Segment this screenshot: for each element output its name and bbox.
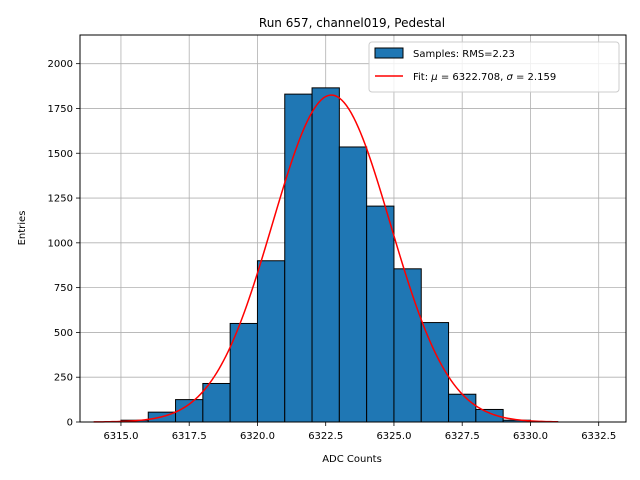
y-tick-label: 1000 bbox=[48, 238, 73, 249]
legend-fit-mu: = 6322.708, bbox=[438, 72, 507, 83]
histogram-bar bbox=[366, 205, 395, 423]
histogram-bar bbox=[311, 87, 340, 423]
y-tick-label: 0 bbox=[67, 418, 73, 429]
y-tick-label: 2000 bbox=[48, 59, 73, 70]
y-tick-label: 750 bbox=[54, 283, 73, 294]
histogram-bar bbox=[202, 382, 231, 423]
sigma-symbol: σ bbox=[506, 72, 513, 83]
histogram-bar bbox=[338, 146, 368, 423]
legend-box bbox=[368, 41, 620, 93]
x-tick-label: 6322.5 bbox=[308, 431, 343, 442]
plot-frame bbox=[79, 34, 627, 423]
histogram-bar bbox=[393, 268, 422, 423]
histogram-bar bbox=[448, 393, 477, 423]
y-tick-label: 1250 bbox=[48, 194, 73, 205]
x-axis-ticks: 6315.0 6317.5 6320.0 6322.5 6325.0 6327.5 6330… bbox=[103, 422, 616, 442]
x-tick-label: 6325.0 bbox=[376, 431, 411, 442]
histogram-bars bbox=[120, 87, 559, 423]
x-tick-label: 6320.0 bbox=[240, 431, 275, 442]
fit-curve bbox=[93, 94, 558, 423]
y-axis-ticks: 0 250 500 750 1000 1250 1500 1750 2000 bbox=[48, 59, 80, 429]
legend-fit-label: Fit: μ = 6322.708, σ = 2.159 bbox=[413, 72, 556, 83]
y-tick-label: 1750 bbox=[48, 104, 73, 115]
x-tick-label: 6327.5 bbox=[445, 431, 480, 442]
legend-fit-sigma: = 2.159 bbox=[513, 72, 556, 83]
histogram-bar bbox=[420, 322, 450, 423]
histogram-bar bbox=[256, 260, 286, 423]
y-tick-label: 1500 bbox=[48, 149, 73, 160]
legend-fit-prefix: Fit: bbox=[413, 72, 431, 83]
x-tick-label: 6315.0 bbox=[103, 431, 138, 442]
y-tick-label: 250 bbox=[54, 373, 73, 384]
x-tick-label: 6332.5 bbox=[581, 431, 616, 442]
legend-histogram-swatch bbox=[374, 47, 404, 59]
x-axis-label: ADC Counts bbox=[322, 454, 382, 465]
chart-title: Run 657, channel019, Pedestal bbox=[259, 16, 445, 30]
legend-histogram-label: Samples: RMS=2.23 bbox=[413, 49, 515, 60]
legend: Samples: RMS=2.23 Fit: μ = 6322.708, σ =… bbox=[368, 41, 620, 93]
mu-symbol: μ bbox=[430, 72, 437, 83]
x-tick-label: 6317.5 bbox=[172, 431, 207, 442]
y-tick-label: 500 bbox=[54, 328, 73, 339]
x-tick-label: 6330.0 bbox=[513, 431, 548, 442]
histogram-bar bbox=[284, 93, 313, 423]
histogram-bar bbox=[229, 322, 258, 423]
y-axis-label: Entries bbox=[17, 211, 28, 246]
